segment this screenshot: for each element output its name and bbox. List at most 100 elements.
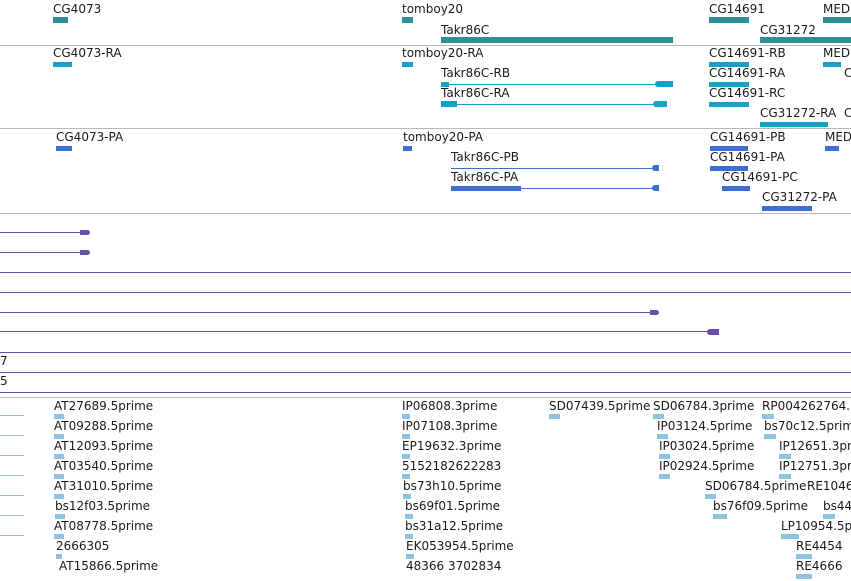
est-block[interactable] bbox=[781, 534, 799, 539]
est-block[interactable] bbox=[54, 474, 64, 479]
alignment-line[interactable] bbox=[0, 372, 851, 373]
est-block[interactable] bbox=[659, 454, 670, 459]
cds-block[interactable] bbox=[652, 185, 659, 191]
est-block[interactable] bbox=[402, 434, 410, 439]
est-block[interactable] bbox=[54, 454, 64, 459]
est-block[interactable] bbox=[54, 434, 64, 439]
cds-block[interactable] bbox=[451, 186, 521, 191]
est-line[interactable] bbox=[0, 455, 24, 456]
feature-label: IP12651.3prim bbox=[779, 439, 851, 453]
est-block[interactable] bbox=[779, 454, 791, 459]
est-block[interactable] bbox=[779, 474, 791, 479]
alignment-block[interactable] bbox=[80, 250, 90, 255]
gene-bar[interactable] bbox=[402, 17, 413, 23]
feature-label: SD06784.3prime bbox=[653, 399, 755, 413]
est-block[interactable] bbox=[402, 474, 410, 479]
exon-block[interactable] bbox=[653, 101, 667, 107]
exon-block[interactable] bbox=[709, 82, 749, 87]
est-block[interactable] bbox=[54, 534, 64, 539]
alignment-line[interactable] bbox=[0, 352, 851, 353]
exon-block[interactable] bbox=[441, 101, 457, 107]
exon-block[interactable] bbox=[441, 82, 449, 87]
est-line[interactable] bbox=[0, 495, 24, 496]
est-line[interactable] bbox=[0, 435, 24, 436]
feature-label: CG31272-RA bbox=[760, 106, 837, 120]
est-block[interactable] bbox=[657, 434, 668, 439]
cds-block[interactable] bbox=[710, 166, 748, 171]
est-block[interactable] bbox=[402, 414, 410, 419]
feature-label: bs73h10.5prime bbox=[403, 479, 502, 493]
gene-bar[interactable] bbox=[760, 37, 851, 43]
feature-label: Takr86C bbox=[441, 23, 490, 37]
alignment-label: 5 bbox=[0, 374, 8, 388]
cds-block[interactable] bbox=[652, 165, 659, 171]
alignment-line bbox=[0, 312, 655, 313]
exon-block[interactable] bbox=[655, 81, 673, 87]
feature-label: C bbox=[844, 66, 851, 80]
feature-label: CG14691 bbox=[709, 2, 765, 16]
exon-block[interactable] bbox=[53, 62, 72, 67]
est-block[interactable] bbox=[653, 414, 664, 419]
feature-label: AT09288.5prime bbox=[54, 419, 154, 433]
est-block[interactable] bbox=[549, 414, 560, 419]
est-line[interactable] bbox=[0, 415, 24, 416]
est-block[interactable] bbox=[762, 414, 774, 419]
feature-label: Takr86C-RB bbox=[441, 66, 511, 80]
est-block[interactable] bbox=[54, 414, 64, 419]
feature-label: AT03540.5prime bbox=[54, 459, 154, 473]
cds-block[interactable] bbox=[762, 206, 812, 211]
alignment-line[interactable] bbox=[0, 392, 851, 393]
cds-block[interactable] bbox=[710, 146, 748, 151]
gene-bar[interactable] bbox=[441, 37, 673, 43]
exon-block[interactable] bbox=[709, 62, 749, 67]
est-track: AT27689.5prime AT09288.5prime AT12093.5p… bbox=[0, 398, 851, 581]
alignment-line bbox=[0, 331, 715, 332]
feature-label: CG31272 bbox=[760, 23, 816, 37]
exon-block[interactable] bbox=[402, 62, 413, 67]
est-block[interactable] bbox=[54, 494, 64, 499]
est-block[interactable] bbox=[402, 454, 410, 459]
exon-block[interactable] bbox=[760, 122, 828, 127]
est-block[interactable] bbox=[405, 534, 413, 539]
feature-label: C bbox=[844, 106, 851, 120]
alignment-block[interactable] bbox=[650, 310, 659, 315]
est-block[interactable] bbox=[56, 554, 62, 559]
feature-label: IP07108.3prime bbox=[402, 419, 498, 433]
intron-line bbox=[451, 188, 658, 189]
alignment-block[interactable] bbox=[80, 230, 90, 235]
gene-bar[interactable] bbox=[823, 17, 851, 23]
feature-label: LP10954.5pri bbox=[781, 519, 851, 533]
est-block[interactable] bbox=[713, 514, 727, 519]
est-block[interactable] bbox=[405, 514, 413, 519]
feature-label: CG14691-RC bbox=[709, 86, 786, 100]
feature-label: bs44 bbox=[823, 499, 851, 513]
est-block[interactable] bbox=[764, 434, 776, 439]
gene-bar[interactable] bbox=[53, 17, 68, 23]
feature-label: RE4454 bbox=[796, 539, 843, 553]
exon-block[interactable] bbox=[823, 62, 841, 67]
est-line[interactable] bbox=[0, 475, 24, 476]
alignment-line bbox=[0, 252, 85, 253]
exon-block[interactable] bbox=[709, 102, 749, 107]
feature-label: CG14691-RA bbox=[709, 66, 786, 80]
est-block[interactable] bbox=[403, 494, 411, 499]
cds-block[interactable] bbox=[825, 146, 839, 151]
alignment-line[interactable] bbox=[0, 292, 851, 293]
cds-block[interactable] bbox=[56, 146, 72, 151]
cds-block[interactable] bbox=[403, 146, 412, 151]
est-line[interactable] bbox=[0, 535, 24, 536]
gene-bar[interactable] bbox=[709, 17, 749, 23]
feature-label: Takr86C-RA bbox=[441, 86, 510, 100]
est-block[interactable] bbox=[55, 514, 65, 519]
alignment-line[interactable] bbox=[0, 272, 851, 273]
est-block[interactable] bbox=[659, 474, 670, 479]
alignment-block[interactable] bbox=[707, 329, 719, 335]
est-block[interactable] bbox=[796, 554, 812, 559]
est-block[interactable] bbox=[823, 514, 835, 519]
est-block[interactable] bbox=[406, 554, 414, 559]
cds-block[interactable] bbox=[722, 186, 750, 191]
feature-label: RE4666 bbox=[796, 559, 843, 573]
est-block[interactable] bbox=[705, 494, 716, 499]
est-line[interactable] bbox=[0, 515, 24, 516]
est-block[interactable] bbox=[796, 574, 812, 579]
